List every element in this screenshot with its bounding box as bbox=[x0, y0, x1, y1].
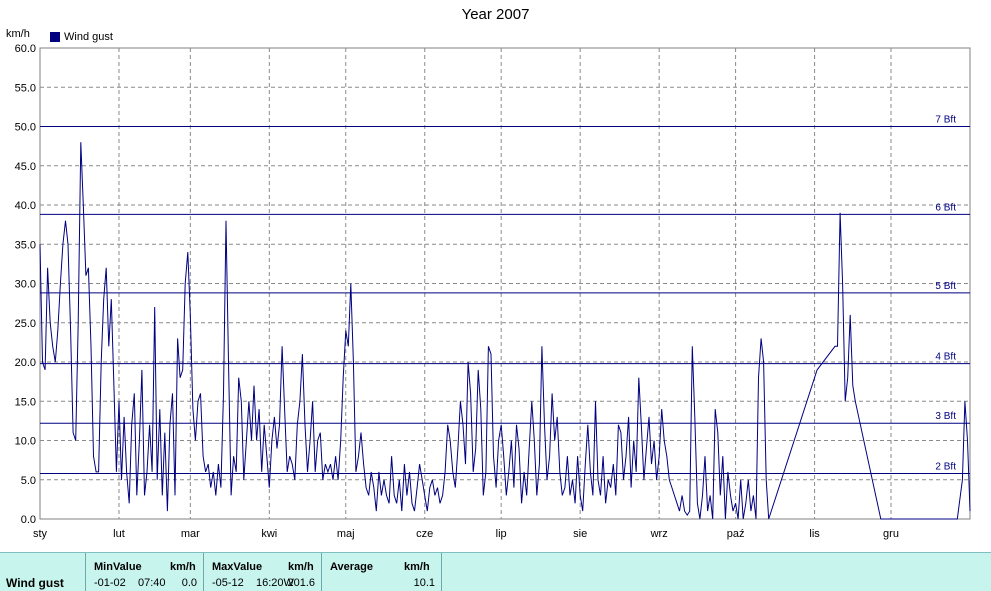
x-tick-label: lis bbox=[809, 528, 820, 540]
chart-title: Year 2007 bbox=[461, 6, 530, 23]
max-header: MaxValue bbox=[212, 561, 263, 573]
min-time: 07:40 bbox=[138, 577, 166, 589]
avg-unit: km/h bbox=[404, 561, 430, 573]
footer-min-cell: MinValue km/h -01-02 07:40 0.0 bbox=[86, 553, 204, 591]
legend-swatch bbox=[50, 32, 60, 42]
y-tick-label: 45.0 bbox=[15, 161, 36, 173]
stats-footer: Wind gust MinValue km/h -01-02 07:40 0.0… bbox=[0, 552, 991, 591]
avg-header: Average bbox=[330, 561, 374, 573]
x-tick-label: paź bbox=[727, 528, 745, 540]
y-tick-label: 30.0 bbox=[15, 279, 36, 291]
x-tick-label: sty bbox=[33, 528, 48, 540]
x-tick-label: maj bbox=[337, 528, 355, 540]
y-tick-label: 20.0 bbox=[15, 357, 36, 369]
beaufort-label: 2 Bft bbox=[935, 461, 956, 472]
max-value: 201.6 bbox=[287, 577, 315, 589]
footer-max-cell: MaxValue km/h -05-12 16:20W 201.6 bbox=[204, 553, 322, 591]
beaufort-label: 7 Bft bbox=[935, 115, 956, 126]
x-tick-label: mar bbox=[181, 528, 200, 540]
y-tick-label: 60.0 bbox=[15, 43, 36, 55]
y-tick-label: 5.0 bbox=[21, 475, 36, 487]
min-value: 0.0 bbox=[181, 577, 197, 589]
min-date: -01-02 bbox=[94, 577, 126, 589]
footer-series-label: Wind gust bbox=[6, 576, 64, 590]
beaufort-label: 5 Bft bbox=[935, 281, 956, 292]
footer-series-cell: Wind gust bbox=[0, 553, 86, 591]
y-tick-label: 55.0 bbox=[15, 82, 36, 94]
min-unit: km/h bbox=[170, 561, 196, 573]
beaufort-label: 3 Bft bbox=[935, 411, 956, 422]
y-tick-label: 15.0 bbox=[15, 396, 36, 408]
x-tick-label: gru bbox=[883, 528, 899, 540]
x-tick-label: cze bbox=[416, 528, 433, 540]
x-tick-label: wrz bbox=[650, 528, 668, 540]
beaufort-label: 4 Bft bbox=[935, 352, 956, 363]
max-date: -05-12 bbox=[212, 577, 244, 589]
y-tick-label: 10.0 bbox=[15, 436, 36, 448]
wind-gust-chart: 0.0 5.0 10.0 15.0 20.0 25.0 30.0 35.0 40.0 45.0 50… bbox=[15, 43, 971, 540]
y-tick-label: 25.0 bbox=[15, 318, 36, 330]
legend-label: Wind gust bbox=[64, 31, 113, 43]
min-header: MinValue bbox=[94, 561, 142, 573]
max-unit: km/h bbox=[288, 561, 314, 573]
x-tick-label: lip bbox=[496, 528, 507, 540]
y-tick-label: 40.0 bbox=[15, 200, 36, 212]
y-tick-label: 50.0 bbox=[15, 122, 36, 134]
series-line bbox=[39, 142, 971, 520]
x-tick-label: sie bbox=[573, 528, 587, 540]
avg-value: 10.1 bbox=[413, 577, 435, 589]
legend: Wind gust bbox=[50, 31, 113, 43]
x-tick-label: kwi bbox=[261, 528, 277, 540]
footer-avg-cell: Average km/h 10.1 bbox=[322, 553, 442, 591]
x-tick-label: lut bbox=[113, 528, 125, 540]
max-time: 16:20W bbox=[256, 577, 294, 589]
y-tick-label: 35.0 bbox=[15, 239, 36, 251]
beaufort-label: 6 Bft bbox=[935, 202, 956, 213]
y-tick-label: 0.0 bbox=[21, 514, 36, 526]
y-axis-unit: km/h bbox=[6, 28, 30, 40]
